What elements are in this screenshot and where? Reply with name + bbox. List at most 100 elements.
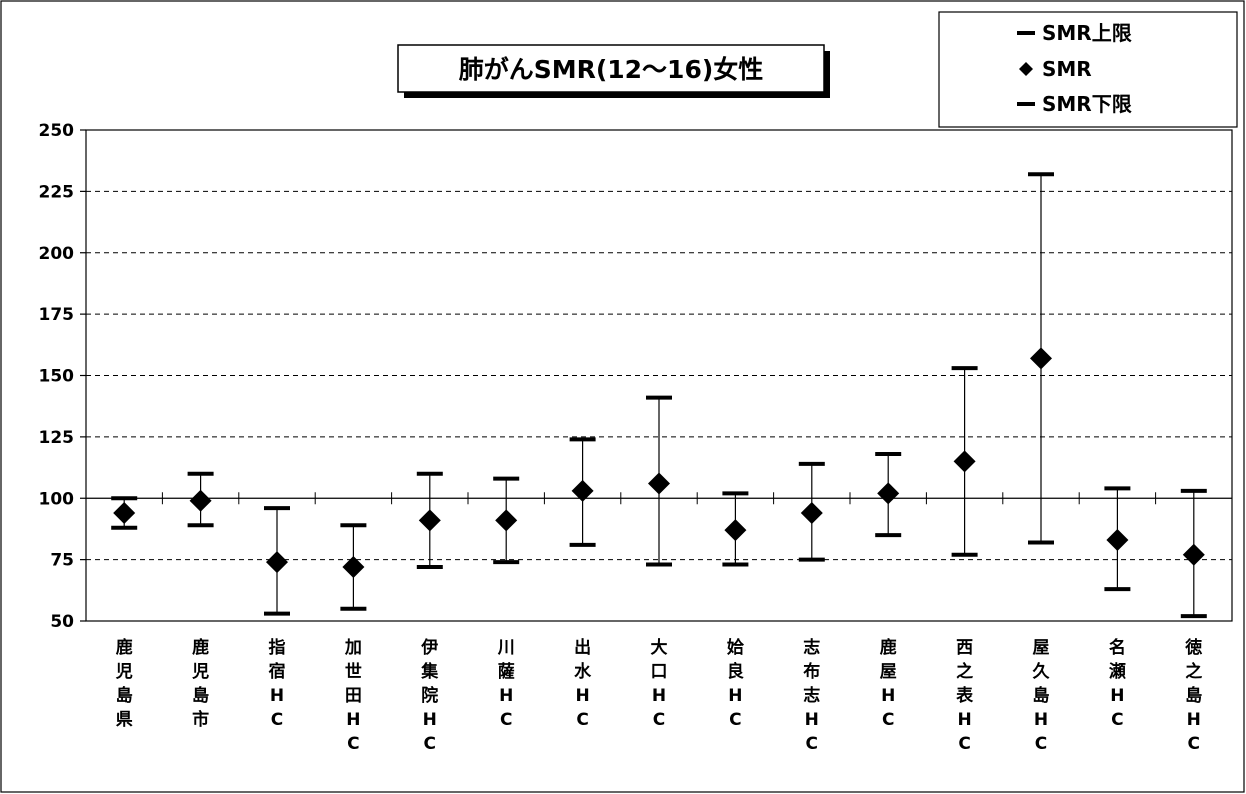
smr-diamond — [724, 519, 747, 542]
category-label-char: 徳 — [1184, 637, 1202, 658]
category-label-char: 名 — [1109, 637, 1126, 658]
category-label-char: H — [1034, 710, 1048, 730]
smr-diamond — [571, 479, 594, 502]
smr-diamond — [495, 509, 518, 532]
category-label-char: 久 — [1033, 661, 1050, 682]
chart-title: 肺がんSMR(12～16)女性 — [459, 55, 764, 84]
category-label-char: C — [653, 710, 665, 730]
y-tick-label: 75 — [50, 551, 74, 571]
category-label-char: C — [271, 710, 283, 730]
category-label-char: H — [652, 686, 666, 706]
category-label-char: H — [881, 686, 895, 706]
title-frame — [397, 44, 825, 93]
x-axis-category-labels: 鹿児島県鹿児島市指宿HC加世田HC伊集院HC川薩HC出水HC大口HC姶良HC志布… — [115, 637, 1203, 754]
category-label-char: H — [728, 686, 742, 706]
category-label-char: 島 — [1185, 685, 1202, 706]
smr-diamond — [877, 482, 900, 505]
category-label-char: C — [729, 710, 741, 730]
category-label-char: 口 — [651, 662, 668, 682]
smr-diamond — [800, 501, 823, 524]
category-label-char: C — [347, 734, 359, 754]
category-label-char: 川 — [497, 638, 515, 658]
category-label-char: 水 — [574, 661, 592, 682]
category-label-char: 加 — [344, 638, 362, 658]
category-label-char: 布 — [803, 661, 820, 682]
category-label-char: C — [958, 734, 970, 754]
category-label-char: 市 — [192, 709, 209, 730]
y-tick-label: 175 — [39, 305, 75, 325]
legend-label: SMR下限 — [1042, 92, 1132, 116]
smr-diamond — [189, 489, 212, 512]
category-label-char: 鹿 — [880, 637, 897, 658]
category-label-char: 瀬 — [1109, 662, 1126, 682]
category-label-char: 世 — [345, 662, 362, 682]
legend-items: SMR上限 SMR SMR下限 — [1017, 21, 1132, 116]
category-label-char: C — [1111, 710, 1123, 730]
category-label-char: 表 — [956, 685, 974, 706]
y-tick-label: 225 — [39, 182, 75, 202]
smr-diamond — [266, 551, 288, 574]
category-label-char: H — [346, 710, 360, 730]
smr-diamond — [1030, 347, 1052, 370]
category-label-char: 田 — [345, 686, 362, 706]
category-label-char: 志 — [803, 685, 820, 706]
category-label-char: 島 — [192, 685, 209, 706]
category-label-char: C — [424, 734, 436, 754]
category-label-char: 鹿 — [116, 637, 133, 658]
y-tick-label: 150 — [39, 367, 75, 387]
category-label-char: H — [1187, 710, 1201, 730]
category-label-char: 之 — [956, 661, 973, 682]
category-label-char: 屋 — [1033, 638, 1050, 658]
legend-frame — [938, 11, 1238, 128]
smr-diamond — [342, 555, 365, 578]
category-label-char: 指 — [269, 637, 286, 658]
legend-diamond-symbol — [1019, 62, 1033, 76]
y-tick-label: 100 — [39, 489, 75, 509]
category-label-char: 大 — [651, 637, 668, 658]
category-label-char: 之 — [1185, 661, 1202, 682]
category-label-char: C — [576, 710, 588, 730]
legend: SMR上限 SMR SMR下限 — [938, 11, 1238, 128]
category-label-char: C — [1035, 734, 1047, 754]
smr-markers — [113, 347, 1205, 578]
y-tick-label: 125 — [39, 428, 75, 448]
category-label-char: 集 — [420, 661, 439, 682]
category-label-char: H — [957, 710, 971, 730]
category-label-char: H — [423, 710, 437, 730]
category-label-char: 院 — [421, 685, 438, 706]
category-label-char: H — [805, 710, 819, 730]
smr-diamond — [648, 472, 670, 495]
smr-diamond — [1182, 543, 1205, 566]
category-label-char: 志 — [803, 637, 820, 658]
category-label-char: 島 — [1033, 685, 1050, 706]
legend-label: SMR上限 — [1042, 21, 1132, 45]
category-label-char: H — [499, 686, 513, 706]
smr-diamond — [1106, 528, 1129, 551]
y-tick-label: 250 — [39, 121, 75, 141]
category-label-char: 児 — [191, 662, 209, 682]
smr-diamond — [418, 509, 441, 532]
y-tick-label: 50 — [50, 612, 74, 632]
chart-title-box: 肺がんSMR(12～16)女性 — [397, 44, 830, 98]
category-label-char: 鹿 — [192, 637, 209, 658]
category-label-char: 児 — [115, 662, 133, 682]
y-tick-label: 200 — [39, 244, 75, 264]
y-axis-tick-labels: 50 75 100 125 150 175 200 225 250 — [39, 121, 75, 632]
smr-diamond — [953, 450, 976, 473]
category-label-char: 良 — [727, 661, 744, 682]
category-label-char: 島 — [116, 685, 133, 706]
category-label-char: C — [806, 734, 818, 754]
category-label-char: H — [575, 686, 589, 706]
category-label-char: C — [882, 710, 894, 730]
category-label-char: 宿 — [269, 661, 286, 682]
category-label-char: 西 — [956, 638, 973, 658]
category-label-char: 伊 — [420, 637, 438, 658]
category-label-char: 薩 — [498, 661, 515, 682]
category-label-char: 県 — [116, 710, 133, 730]
category-label-char: C — [500, 710, 512, 730]
legend-label: SMR — [1042, 57, 1092, 81]
category-label-char: 屋 — [880, 662, 897, 682]
category-label-char: H — [270, 686, 284, 706]
category-label-char: 出 — [574, 637, 591, 658]
